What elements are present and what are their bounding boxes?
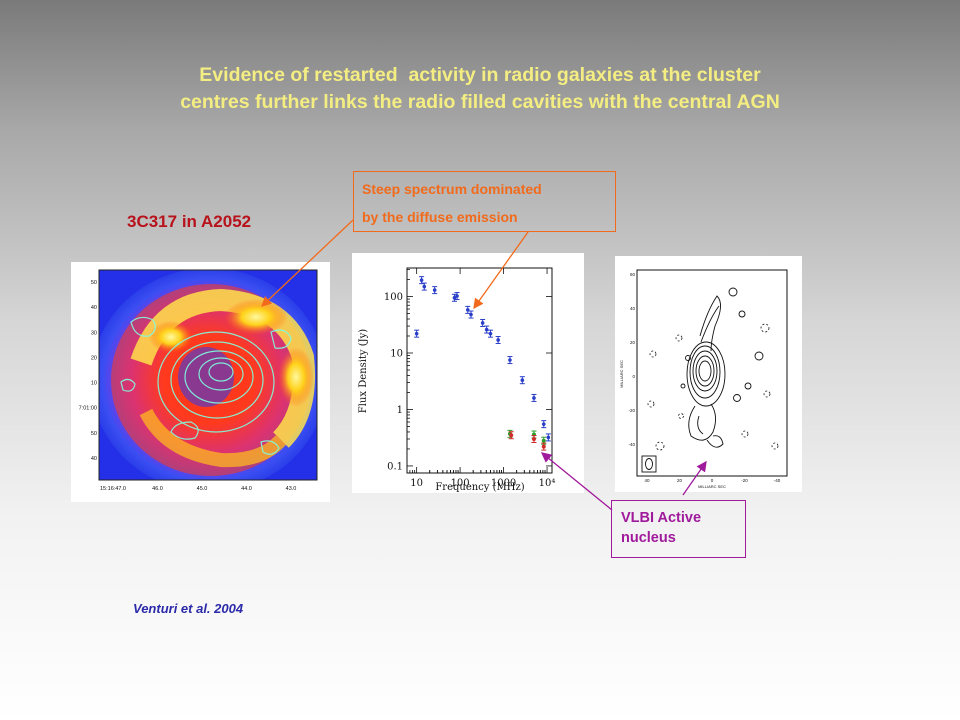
- xray-x-tick-label: 44.0: [241, 486, 252, 492]
- vlbi-y-tick-label: 40: [630, 306, 636, 311]
- data-point: [480, 318, 486, 327]
- vlbi-x-tick-label: -20: [741, 478, 748, 483]
- x-tick-label: 10⁴: [539, 478, 556, 489]
- xray-x-tick-label: 15:16:47.0: [100, 486, 126, 492]
- vlbi-y-tick-label: -20: [628, 408, 635, 413]
- vlbi-x-tick-label: -40: [774, 478, 781, 483]
- data-point: [495, 335, 501, 344]
- y-tick-label: 1: [397, 405, 403, 416]
- data-point: [432, 286, 438, 295]
- x-tick-label: 1000: [491, 478, 516, 489]
- title-line-2: centres further links the radio filled c…: [180, 91, 780, 113]
- xray-y-tick-label: 40: [91, 456, 97, 462]
- vlbi-y-tick-label: -40: [628, 442, 635, 447]
- source-label: 3C317 in A2052: [127, 212, 252, 231]
- vlbi-x-tick-label: 20: [677, 478, 683, 483]
- x-axis-label: Frequency (MHz): [435, 482, 524, 493]
- y-axis-label: Flux Density (Jy): [358, 329, 369, 414]
- slide-title: Evidence of restarted activity in radio …: [60, 62, 900, 116]
- vlbi-x-tick-label: 0: [711, 478, 714, 483]
- data-point: [451, 293, 457, 302]
- vlbi-y-tick-label: 0: [632, 374, 635, 379]
- data-point: [508, 431, 514, 440]
- data-point: [468, 310, 474, 319]
- xray-y-tick-label: 7:01:00: [79, 406, 97, 412]
- xray-y-tick-label: 40: [91, 305, 97, 311]
- data-point: [484, 325, 490, 334]
- beam-box: [641, 455, 657, 473]
- x-tick-label: 10: [410, 478, 423, 489]
- data-point: [519, 376, 525, 385]
- vlbi-x-tick-label: 40: [644, 478, 650, 483]
- vlbi-nucleus-callout: VLBI Active nucleus: [611, 500, 746, 558]
- xray-y-tick-label: 50: [91, 431, 97, 437]
- beam-ellipse: [645, 458, 653, 470]
- vlbi-y-tick-label: 60: [630, 272, 636, 277]
- vlbi-callout-line-2: nucleus: [621, 530, 676, 546]
- map-frame: [636, 269, 788, 477]
- steep-spectrum-callout: Steep spectrum dominated by the diffuse …: [353, 171, 616, 232]
- data-point: [531, 435, 537, 444]
- steep-callout-line-1: Steep spectrum dominated: [362, 181, 542, 197]
- citation: Venturi et al. 2004: [133, 601, 244, 616]
- radio-spectrum-chart: 10 100 1000 10⁴ 0.1 1 10 100 Frequency (MHz) Fl…: [352, 253, 584, 493]
- plot-frame: [406, 267, 553, 474]
- xray-y-tick-label: 10: [91, 381, 97, 387]
- vlbi-contour-map: 60 40 20 0 -20 -40 40 20 0 -20 -40 MILLIARC SEC M…: [615, 256, 802, 492]
- vlbi-x-axis-label: MILLIARC SEC: [698, 484, 726, 489]
- xray-radio-overlay-image: 50 40 30 20 10 7:01:00 50 40 15:16:47.0 46.0 45.0…: [71, 262, 330, 502]
- vlbi-y-tick-label: 20: [630, 340, 636, 345]
- title-line-1: Evidence of restarted activity in radio …: [199, 64, 761, 86]
- data-point: [454, 292, 460, 301]
- xray-y-tick-label: 20: [91, 355, 97, 361]
- data-point: [507, 356, 513, 365]
- vlbi-y-axis-label: MILLIARC SEC: [619, 360, 624, 388]
- xray-x-tick-label: 46.0: [152, 486, 163, 492]
- data-point: [531, 393, 537, 402]
- data-point: [487, 329, 493, 338]
- xray-y-tick-label: 50: [91, 280, 97, 286]
- data-point: [419, 276, 425, 285]
- data-point: [541, 420, 547, 429]
- x-tick-label: 100: [451, 478, 470, 489]
- xray-y-tick-label: 30: [91, 330, 97, 336]
- y-tick-label: 100: [384, 292, 403, 303]
- steep-callout-line-2: by the diffuse emission: [362, 209, 518, 225]
- y-tick-label: 10: [390, 348, 403, 359]
- xray-x-tick-label: 43.0: [286, 486, 297, 492]
- data-point: [414, 329, 420, 338]
- xray-x-tick-label: 45.0: [197, 486, 208, 492]
- data-point: [421, 282, 427, 291]
- data-point: [465, 305, 471, 314]
- data-point: [545, 433, 551, 442]
- data-point: [541, 436, 547, 445]
- data-point: [541, 442, 547, 451]
- y-tick-label: 0.1: [387, 461, 403, 472]
- vlbi-callout-line-1: VLBI Active: [621, 510, 702, 526]
